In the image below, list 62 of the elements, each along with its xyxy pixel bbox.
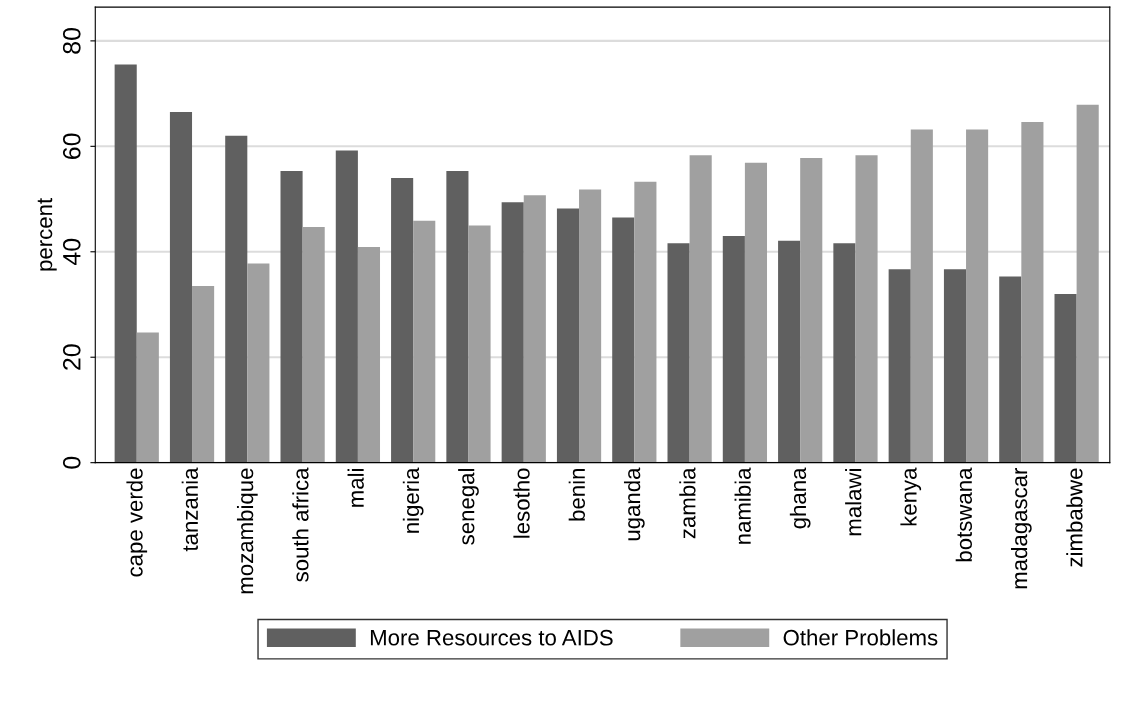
bar	[689, 155, 712, 463]
x-tick-label: benin	[568, 468, 586, 521]
x-tick-label: namibia	[734, 467, 751, 544]
bar	[114, 64, 137, 463]
y-tick-label: 80	[62, 27, 81, 54]
bar	[1021, 122, 1044, 463]
bar	[910, 129, 933, 463]
bar	[413, 220, 436, 463]
bar	[612, 217, 635, 463]
bar	[446, 171, 469, 463]
x-tick-label: ghana	[789, 467, 811, 529]
x-tick-label: uganda	[623, 467, 645, 541]
bar	[667, 243, 690, 463]
x-tick-label: botswana	[955, 467, 973, 562]
bar	[800, 157, 823, 463]
bar	[335, 150, 358, 463]
bar	[778, 240, 801, 463]
bar	[468, 225, 491, 463]
x-tick-label: madagascar	[1010, 467, 1032, 589]
x-tick-label: malawi	[845, 469, 862, 536]
x-tick-label: senegal	[458, 469, 479, 545]
bar	[225, 135, 248, 463]
bar	[523, 195, 546, 463]
bar	[634, 181, 657, 463]
bar	[1076, 104, 1099, 463]
y-axis-title: percent	[37, 198, 57, 271]
bar	[136, 332, 159, 463]
bar	[391, 177, 414, 463]
x-tick-label: mozambique	[236, 468, 258, 594]
y-tick-label: 60	[62, 133, 81, 159]
x-tick-label: tanzania	[181, 467, 198, 552]
bar	[302, 227, 325, 463]
y-tick-label: 20	[62, 344, 81, 370]
x-tick-label: kenya	[900, 467, 922, 526]
x-tick-label: zimbabwe	[1066, 468, 1083, 567]
x-tick-label: south africa	[292, 467, 309, 582]
y-tick-label: 40	[62, 238, 81, 266]
bar	[556, 208, 580, 463]
x-tick-label: mali	[347, 469, 364, 507]
x-tick-label: nigeria	[402, 467, 424, 533]
bar	[169, 112, 193, 463]
bar	[280, 171, 303, 463]
x-tick-label: zambia	[679, 467, 696, 539]
bar	[833, 243, 856, 463]
bar	[247, 263, 270, 463]
bar	[943, 269, 967, 463]
bar	[579, 189, 602, 463]
bar	[966, 129, 989, 463]
bar	[1054, 293, 1077, 463]
x-tick-label: cape verde	[126, 468, 148, 577]
bar	[744, 162, 768, 463]
bar	[999, 276, 1022, 463]
bar	[722, 235, 745, 463]
bar	[501, 202, 524, 463]
legend-label: More Resources to AIDS	[370, 629, 613, 646]
bar	[357, 247, 381, 463]
bar	[855, 155, 878, 463]
bar	[192, 286, 215, 463]
legend-label: Other Problems	[783, 629, 938, 646]
x-tick-label: lesotho	[513, 468, 530, 538]
y-tick-label: 0	[62, 456, 81, 469]
bar	[888, 269, 911, 463]
